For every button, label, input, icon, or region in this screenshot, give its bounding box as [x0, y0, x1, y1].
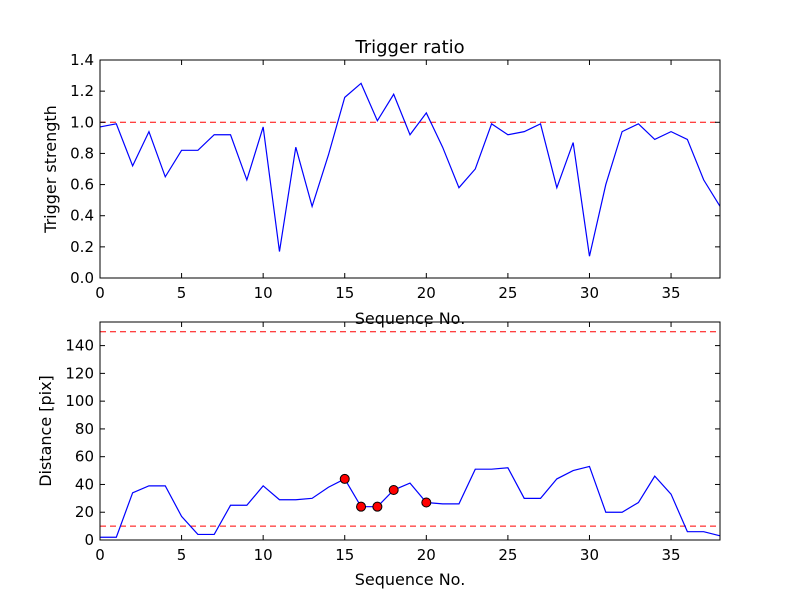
bottom-y-tick-label: 40 — [75, 475, 94, 493]
bottom-plot-frame — [99, 321, 721, 541]
top-plot-frame — [99, 59, 721, 279]
bottom-x-tick-label: 15 — [335, 546, 354, 564]
bottom-x-tick-label: 5 — [177, 546, 187, 564]
bottom-markers-group — [339, 473, 432, 512]
bottom-series-line-0 — [100, 465, 721, 538]
bottom-marker-point — [388, 485, 399, 496]
top-y-tick-label: 0.6 — [70, 176, 94, 194]
bottom-y-tick-label: 100 — [65, 392, 94, 410]
bottom-series-group — [100, 465, 721, 538]
bottom-y-tick-label: 80 — [75, 420, 94, 438]
top-y-tick-label: 0.4 — [70, 207, 94, 225]
top-y-tick-label: 0.8 — [70, 144, 94, 162]
top-y-tick-label: 1.0 — [70, 113, 94, 131]
bottom-marker-point — [421, 497, 432, 508]
bottom-y-axis-label: Distance [pix] — [36, 375, 55, 487]
top-x-tick-label: 10 — [254, 284, 273, 302]
bottom-y-tick-label: 120 — [65, 364, 94, 382]
distance-plot: Distance [pix] Sequence No. 0 5 10 15 20 25 30… — [36, 321, 721, 589]
bottom-x-tick-label: 20 — [417, 546, 436, 564]
top-series-line-0 — [99, 82, 721, 257]
bottom-y-tick-label: 20 — [75, 503, 94, 521]
bottom-x-tick-label: 10 — [254, 546, 273, 564]
bottom-y-ticks: 0 20 40 60 80 100 120 140 — [65, 337, 720, 549]
top-y-tick-label: 1.2 — [70, 82, 94, 100]
top-x-axis-label: Sequence No. — [355, 309, 466, 328]
bottom-marker-point — [372, 501, 383, 512]
top-y-tick-label: 0.0 — [70, 269, 94, 287]
top-x-tick-label: 30 — [580, 284, 599, 302]
top-x-tick-label: 20 — [417, 284, 436, 302]
top-y-tick-label: 1.4 — [70, 51, 94, 69]
bottom-x-ticks: 0 5 10 15 20 25 30 35 — [95, 322, 681, 564]
trigger-ratio-plot: Trigger ratio Trigger strength Sequence … — [41, 37, 721, 328]
top-y-axis-label: Trigger strength — [41, 105, 60, 234]
top-x-tick-label: 35 — [662, 284, 681, 302]
bottom-marker-point — [356, 501, 367, 512]
top-x-tick-label: 0 — [95, 284, 105, 302]
top-series-group — [99, 82, 721, 257]
top-x-tick-label: 15 — [335, 284, 354, 302]
bottom-y-tick-label: 60 — [75, 448, 94, 466]
bottom-x-tick-label: 35 — [662, 546, 681, 564]
top-chart-title: Trigger ratio — [354, 37, 464, 58]
top-x-tick-label: 5 — [177, 284, 187, 302]
bottom-x-tick-label: 30 — [580, 546, 599, 564]
bottom-y-tick-label: 140 — [65, 337, 94, 355]
bottom-x-axis-label: Sequence No. — [355, 570, 466, 589]
bottom-threshold-lines — [100, 331, 720, 527]
top-x-tick-label: 25 — [498, 284, 517, 302]
top-y-ticks: 0.0 0.2 0.4 0.6 0.8 1.0 1.2 1.4 — [70, 51, 720, 287]
bottom-marker-point — [339, 473, 350, 484]
bottom-x-tick-label: 25 — [498, 546, 517, 564]
top-x-ticks: 0 5 10 15 20 25 30 35 — [95, 60, 681, 302]
top-y-tick-label: 0.2 — [70, 238, 94, 256]
bottom-x-tick-label: 0 — [95, 546, 105, 564]
bottom-y-tick-label: 0 — [84, 531, 94, 549]
